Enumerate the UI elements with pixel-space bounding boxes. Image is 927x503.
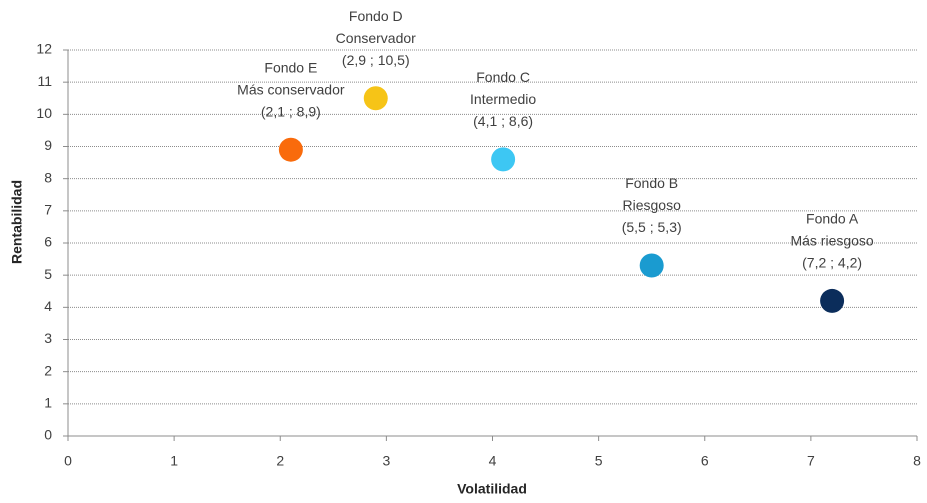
point <box>278 137 303 162</box>
point-description: Más riesgoso <box>790 233 873 249</box>
point-description: Más conservador <box>237 81 345 97</box>
point-description: Intermedio <box>470 91 536 107</box>
x-tick-label: 6 <box>701 453 709 469</box>
y-tick-label: 0 <box>44 427 52 443</box>
point <box>491 147 516 172</box>
y-tick-label: 2 <box>44 362 52 378</box>
point-name: Fondo C <box>476 69 530 85</box>
point-name: Fondo E <box>264 59 317 75</box>
point-name: Fondo A <box>806 211 859 227</box>
x-axis-title: Volatilidad <box>457 481 527 497</box>
point-value-label: (4,1 ; 8,6) <box>473 113 533 129</box>
y-tick-label: 3 <box>44 330 52 346</box>
y-tick-label: 1 <box>44 395 52 411</box>
y-tick-label: 11 <box>37 73 52 89</box>
y-tick-label: 5 <box>44 266 52 282</box>
y-tick-label: 6 <box>44 234 52 250</box>
x-tick-label: 3 <box>382 453 390 469</box>
x-tick-label: 2 <box>276 453 284 469</box>
y-tick-label: 12 <box>36 41 52 57</box>
x-tick-label: 8 <box>913 453 921 469</box>
point <box>639 253 664 278</box>
x-tick-label: 7 <box>807 453 815 469</box>
point-value-label: (2,1 ; 8,9) <box>261 103 321 119</box>
x-tick-label: 0 <box>64 453 72 469</box>
x-tick-label: 1 <box>170 453 178 469</box>
point-value-label: (7,2 ; 4,2) <box>802 255 862 271</box>
y-tick-label: 9 <box>44 137 52 153</box>
point <box>820 288 845 313</box>
point-value-label: (5,5 ; 5,3) <box>622 219 682 235</box>
x-tick-label: 4 <box>489 453 497 469</box>
point-description: Conservador <box>336 30 416 46</box>
x-tick-label: 5 <box>595 453 603 469</box>
y-axis-title: Rentabilidad <box>9 180 25 264</box>
y-tick-label: 7 <box>44 202 52 218</box>
y-tick-label: 8 <box>44 169 52 185</box>
point-name: Fondo B <box>625 175 678 191</box>
y-tick-label: 4 <box>44 298 52 314</box>
point <box>363 86 388 111</box>
point-value-label: (2,9 ; 10,5) <box>342 52 410 68</box>
point-name: Fondo D <box>349 8 403 24</box>
y-tick-label: 10 <box>36 105 52 121</box>
point-description: Riesgoso <box>623 197 682 213</box>
